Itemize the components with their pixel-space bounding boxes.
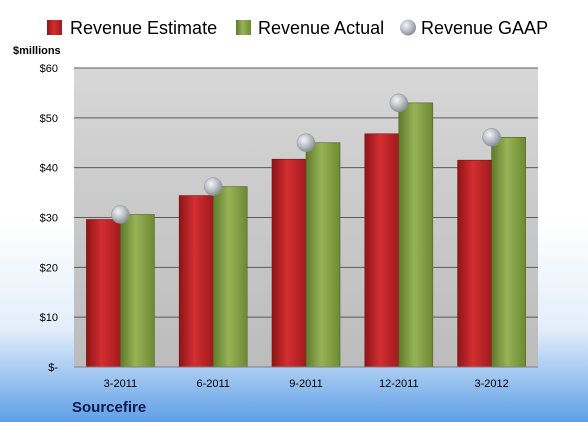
x-tick-label: 6-2011 xyxy=(196,378,229,390)
marker-revenue-gaap xyxy=(389,93,409,113)
y-tick-label: $30 xyxy=(40,213,58,225)
y-tick-label: $20 xyxy=(40,262,58,274)
y-tick-label: $- xyxy=(48,362,58,374)
bar-revenue-actual xyxy=(120,214,155,368)
x-tick-label: 9-2011 xyxy=(289,378,322,390)
legend-swatch-estimate xyxy=(47,20,62,35)
company-label: Sourcefire xyxy=(72,399,146,416)
x-axis-ticks: 3-2011 6-2011 9-2011 12-2011 3-2012 xyxy=(104,378,509,390)
bar-revenue-actual xyxy=(212,186,248,368)
x-tick-label: 3-2011 xyxy=(104,378,137,390)
legend-label-estimate: Revenue Estimate xyxy=(70,18,217,38)
legend-label-actual: Revenue Actual xyxy=(258,18,384,38)
x-tick-label: 3-2012 xyxy=(474,378,508,390)
bar-revenue-actual xyxy=(491,136,526,368)
bars xyxy=(86,102,526,368)
y-tick-label: $60 xyxy=(40,63,58,75)
bar-revenue-estimate xyxy=(364,133,400,368)
bar-revenue-estimate xyxy=(86,219,121,368)
marker-revenue-gaap xyxy=(111,205,130,224)
y-axis-ticks: $- $10 $20 $30 $40 $50 $60 xyxy=(40,63,59,374)
bar-revenue-actual xyxy=(398,102,434,368)
bar-revenue-estimate xyxy=(271,158,307,368)
bar-revenue-estimate xyxy=(457,159,492,368)
legend-swatch-gaap xyxy=(400,19,416,36)
legend-label-gaap: Revenue GAAP xyxy=(421,18,548,38)
legend-swatch-actual xyxy=(236,20,251,35)
gaap-markers xyxy=(111,93,501,224)
legend: Revenue Estimate Revenue Actual Revenue … xyxy=(47,18,548,38)
y-tick-label: $50 xyxy=(40,113,58,125)
y-axis-unit-label: $millions xyxy=(13,45,61,57)
marker-revenue-gaap xyxy=(482,128,501,147)
y-tick-label: $10 xyxy=(40,312,58,324)
bar-revenue-actual xyxy=(305,142,341,368)
marker-revenue-gaap xyxy=(203,177,223,196)
x-tick-label: 12-2011 xyxy=(379,378,419,390)
bar-revenue-estimate xyxy=(178,195,214,368)
y-tick-label: $40 xyxy=(40,163,58,175)
marker-revenue-gaap xyxy=(296,133,316,152)
